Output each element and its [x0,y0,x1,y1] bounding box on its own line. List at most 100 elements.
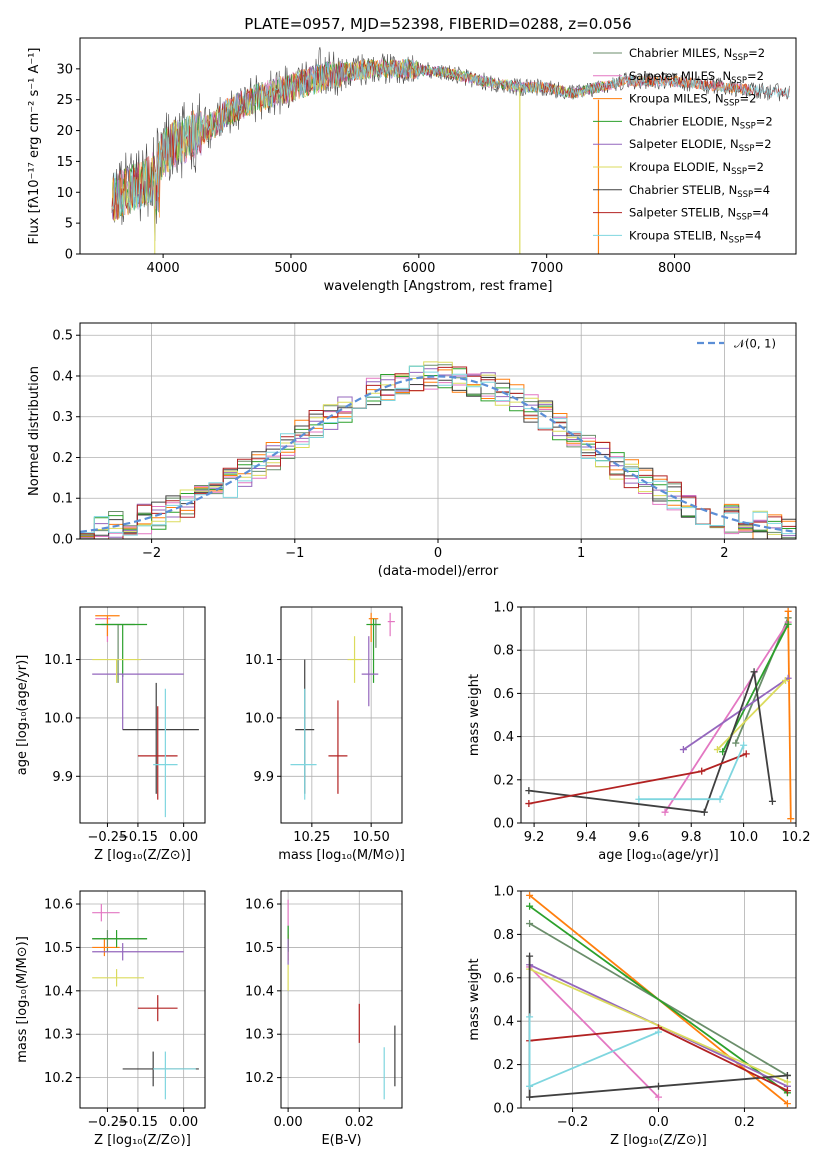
x-tick-label: 9.4 [576,830,597,845]
y-tick-label: 10.0 [245,711,274,726]
y-tick-label: 0.3 [52,410,73,425]
errorbar-point [92,938,120,957]
y-tick-label: 0.6 [493,971,514,986]
axes-frame [280,890,403,1109]
y-tick-label: 0.2 [493,773,514,788]
panel-4: 10.25 10.50 9.9 10.0 10.1 mass [log₁₀(M/M⊙)] [245,606,405,863]
y-axis-label: mass weight [467,958,482,1040]
x-axis-label: mass [log₁₀(M/M⊙)] [278,848,405,863]
plot-area [525,607,795,823]
histogram-step [80,364,796,539]
y-tick-label: 1.0 [493,885,514,900]
x-tick-label: 7000 [530,261,563,276]
x-tick-label: 5000 [274,261,307,276]
y-axis-label: Flux [fλ10⁻¹⁷ erg cm⁻² s⁻¹ A⁻¹] [27,48,42,245]
weight-line [664,621,789,813]
errorbar-point [95,618,111,643]
x-axis-label: (data-model)/error [378,564,499,579]
plot-area [290,612,395,800]
weight-marker [661,808,669,816]
x-tick-label: 0.2 [734,1115,755,1130]
weight-marker [526,902,534,910]
plot-area [92,615,199,818]
weight-marker [784,607,792,615]
x-tick-label: 4000 [147,261,180,276]
y-tick-label: 0.4 [52,369,73,384]
y-tick-label: 0.0 [493,1102,514,1117]
axes-frame [79,37,797,255]
y-tick-label: 0.4 [493,1015,514,1030]
legend-label: Chabrier ELODIE, NSSP=2 [629,114,773,131]
weight-marker [526,1013,534,1021]
y-tick-label: 10.6 [245,898,274,913]
spectrum-line [111,58,790,218]
legend-label: Salpeter ELODIE, NSSP=2 [629,137,772,154]
axes-frame [79,322,797,540]
weight-line [528,671,774,814]
histogram-step [80,365,796,536]
y-tick-label: 0.5 [52,329,73,344]
panel-5: 9.2 9.4 9.6 9.8 10.0 10.2 0.0 0.2 0.4 0.6 0.8 1.0 ag… [467,601,810,864]
y-tick-label: 0.6 [493,687,514,702]
x-tick-label: 8000 [658,261,691,276]
weight-marker [713,746,721,754]
x-axis-label: age [log₁₀(age/yr)] [598,848,719,863]
y-tick-label: 20 [56,124,73,139]
errorbar-point [92,930,148,952]
weight-marker [750,668,758,676]
errorbar-point [290,688,317,800]
errorbar-point [92,943,184,961]
x-axis-label: E(B-V) [321,1133,361,1148]
weight-line [682,677,789,751]
x-axis-label: wavelength [Angstrom, rest frame] [324,279,553,294]
y-tick-label: 0.1 [52,492,73,507]
errorbar-point [347,636,362,683]
x-tick-label: 10.50 [353,830,390,845]
plot-area [111,47,790,254]
x-tick-label: 10.0 [729,830,758,845]
errorbar-point [137,995,178,1022]
y-axis-label: mass weight [467,674,482,756]
y-tick-label: 0 [65,248,73,263]
grid [521,606,797,824]
normal-curve [80,375,796,533]
weight-marker [698,767,706,775]
x-tick-label: −1 [285,546,304,561]
axes-frame [280,606,403,824]
legend-label: Chabrier MILES, NSSP=2 [629,46,765,63]
y-axis-label: Normed distribution [27,366,42,496]
x-tick-label: 0.00 [169,1115,198,1130]
legend-label: Kroupa STELIB, NSSP=4 [629,228,761,245]
weight-marker [635,795,643,803]
x-tick-label: 10.2 [782,830,811,845]
y-tick-label: 10.5 [245,941,274,956]
weight-marker [526,1082,534,1090]
axes-frame [79,890,206,1109]
errorbar-point [92,904,120,922]
y-tick-label: 9.9 [253,770,274,785]
weight-marker [782,676,790,684]
grid [80,607,205,823]
y-tick-label: 10.4 [245,984,274,999]
errorbar-point [137,706,178,800]
errorbar-point [371,618,381,648]
weight-line [528,966,660,1098]
weight-marker [526,920,534,928]
plot-area [287,899,396,1100]
x-axis-label: Z [log₁₀(Z/Z⊙)] [94,1133,191,1148]
y-tick-label: 0.2 [493,1058,514,1073]
plot-area [92,904,199,1100]
weight-marker [787,815,795,823]
grid [281,607,402,823]
errorbar-point [95,623,148,678]
errorbar-point [153,688,178,818]
errorbar-point [366,618,381,683]
x-tick-label: −0.25 [88,830,128,845]
y-tick-label: 10 [56,186,73,201]
grid [281,891,402,1108]
x-tick-label: 1 [577,546,585,561]
weight-marker [525,787,533,795]
weight-marker [655,1093,662,1101]
errorbar-point [387,612,395,637]
